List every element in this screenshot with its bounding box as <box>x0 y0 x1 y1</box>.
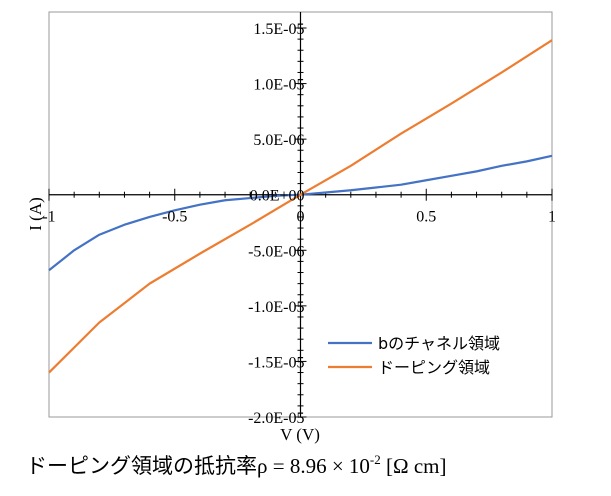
x-tick-label: -1 <box>42 209 55 226</box>
x-tick-label: 0 <box>297 209 305 226</box>
y-axis-title: I (A) <box>26 197 45 231</box>
x-tick-label: 1 <box>548 209 556 226</box>
y-tick-label: -5.0E-06 <box>248 243 304 260</box>
tick-labels: -1 -0.5 0 0.5 1 1.5E-05 1.0E-05 5.0E-06 0.0E+00 -… <box>42 21 556 427</box>
series-group <box>48 39 553 374</box>
y-tick-label: 0.0E+00 <box>250 188 305 205</box>
y-tick-label: 1.5E-05 <box>253 21 304 38</box>
legend-label-doping: ドーピング領域 <box>378 358 490 377</box>
y-tick-label: 1.0E-05 <box>253 77 304 94</box>
y-tick-label: 5.0E-06 <box>253 132 304 149</box>
x-tick-label: 0.5 <box>416 209 436 226</box>
legend: bのチャネル領域 ドーピング領域 <box>328 334 500 377</box>
x-tick-label: -0.5 <box>162 209 187 226</box>
caption-exponent: -2 <box>370 452 381 467</box>
series-line-1 <box>48 39 553 374</box>
caption-formula: ρ = 8.96 × 10 <box>257 454 370 478</box>
svg-text:ドーピング領域の抵抗率ρ = 8.96 × 10-2 [Ω: ドーピング領域の抵抗率ρ = 8.96 × 10-2 [Ω cm] <box>26 452 447 478</box>
caption: ドーピング領域の抵抗率ρ = 8.96 × 10-2 [Ω cm] <box>26 452 447 478</box>
y-tick-label: -1.0E-05 <box>248 299 304 316</box>
legend-label-channel: bのチャネル領域 <box>378 334 500 353</box>
x-axis-title: V (V) <box>280 425 320 444</box>
y-tick-label: -2.0E-05 <box>248 410 304 427</box>
caption-prefix: ドーピング領域の抵抗率 <box>26 454 257 478</box>
y-tick-label: -1.5E-05 <box>248 354 304 371</box>
caption-unit: [Ω cm] <box>381 454 447 478</box>
